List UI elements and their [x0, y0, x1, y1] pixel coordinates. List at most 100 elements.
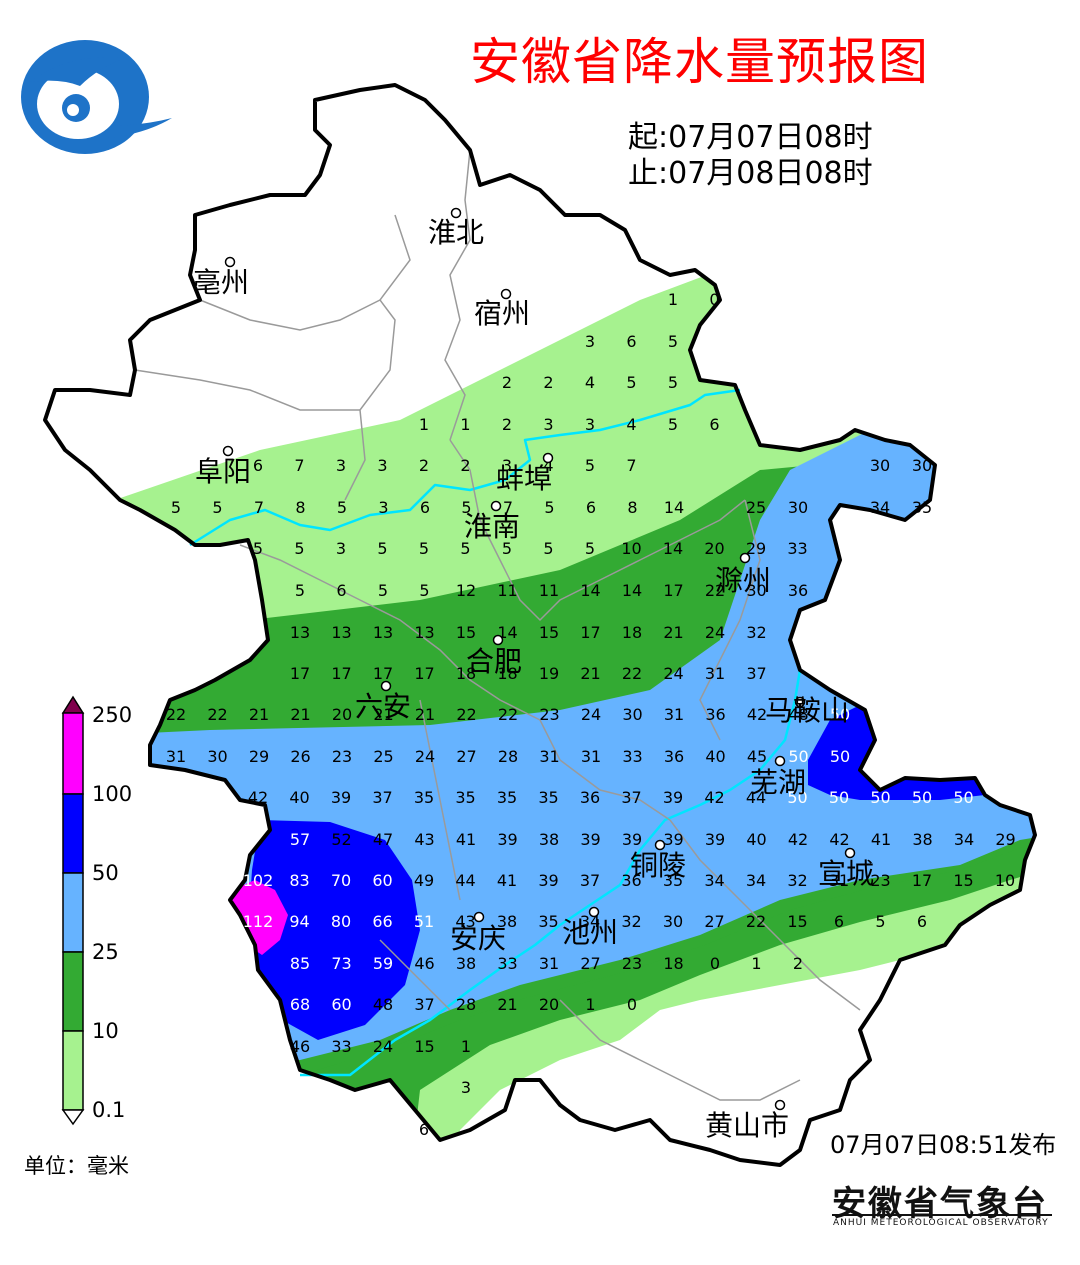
forecast-value: 6: [336, 581, 346, 600]
forecast-value: 43: [414, 830, 434, 849]
forecast-value: 3: [502, 456, 512, 475]
city-boundary-north-3: [199, 299, 381, 331]
forecast-value: 5: [668, 415, 678, 434]
forecast-value: 73: [331, 954, 351, 973]
forecast-value: 30: [663, 912, 683, 931]
forecast-value: 0: [709, 290, 719, 309]
forecast-value: 1: [751, 954, 761, 973]
forecast-value: 11: [539, 581, 559, 600]
forecast-value: 39: [497, 830, 517, 849]
forecast-value: 30: [870, 456, 890, 475]
forecast-value: 2: [793, 954, 803, 973]
forecast-value: 29: [995, 830, 1015, 849]
forecast-value: 45: [747, 747, 767, 766]
city-boundary-south-1: [419, 699, 461, 901]
forecast-value: 0: [627, 995, 637, 1014]
forecast-value: 31: [829, 871, 849, 890]
forecast-value: 35: [414, 788, 434, 807]
forecast-value: 35: [455, 788, 475, 807]
legend-label-10: 10: [92, 1019, 119, 1043]
forecast-value: 1: [668, 290, 678, 309]
forecast-value: 57: [290, 830, 310, 849]
city-dot: [654, 839, 666, 851]
rivers: [189, 388, 802, 1077]
forecast-value: 43: [455, 912, 475, 931]
forecast-value: 22: [207, 705, 227, 724]
publisher-name: 安徽省气象台: [832, 1184, 1048, 1224]
forecast-value: 13: [414, 623, 434, 642]
forecast-value: 5: [544, 498, 554, 517]
forecast-value: 36: [580, 788, 600, 807]
forecast-value: 26: [290, 747, 310, 766]
city-label: 亳州: [193, 266, 249, 299]
forecast-value: 2: [543, 373, 553, 392]
city-boundaries: [134, 149, 861, 1101]
city-boundary-east-1: [699, 499, 761, 741]
city-label: 阜阳: [195, 455, 251, 488]
forecast-value: 28: [456, 995, 476, 1014]
forecast-value: 25: [746, 498, 766, 517]
forecast-value: 32: [621, 912, 641, 931]
issue-time: 07月07日08:51发布: [830, 1131, 1057, 1159]
city-label: 淮北: [428, 216, 484, 249]
forecast-value: 5: [502, 539, 512, 558]
forecast-value: 29: [746, 539, 766, 558]
forecast-value: 36: [621, 871, 641, 890]
forecast-value: 24: [373, 1037, 393, 1056]
forecast-value: 60: [331, 995, 351, 1014]
forecast-value: 15: [539, 623, 559, 642]
forecast-value: 20: [539, 995, 559, 1014]
forecast-value: 15: [456, 623, 476, 642]
forecast-value: 39: [705, 830, 725, 849]
city-dot: [490, 500, 502, 512]
forecast-value: 34: [954, 830, 974, 849]
forecast-value: 27: [580, 954, 600, 973]
forecast-value: 5: [460, 539, 470, 558]
forecast-value: 5: [337, 498, 347, 517]
forecast-value: 5: [543, 539, 553, 558]
forecast-value: 38: [539, 830, 559, 849]
forecast-value: 51: [414, 912, 434, 931]
forecast-value: 2: [502, 415, 512, 434]
forecast-value: 3: [336, 539, 346, 558]
forecast-value: 4: [585, 373, 595, 392]
forecast-value: 5: [461, 498, 471, 517]
city-boundary-central-3: [539, 719, 671, 821]
legend-label-0-1: 0.1: [92, 1098, 126, 1122]
forecast-value: 37: [372, 788, 392, 807]
forecast-value: 3: [377, 456, 387, 475]
forecast-value: 1: [419, 415, 429, 434]
forecast-value: 30: [622, 705, 642, 724]
forecast-value: 37: [414, 995, 434, 1014]
forecast-value: 22: [166, 705, 186, 724]
forecast-value: 44: [455, 871, 475, 890]
forecast-value: 59: [373, 954, 393, 973]
forecast-value: 3: [585, 415, 595, 434]
forecast-value: 21: [497, 995, 517, 1014]
forecast-value: 2: [460, 456, 470, 475]
forecast-value: 18: [456, 664, 476, 683]
forecast-value: 40: [289, 788, 309, 807]
forecast-value: 10: [621, 539, 641, 558]
forecast-value: 24: [705, 623, 725, 642]
forecast-value: 42: [829, 830, 849, 849]
forecast-value: 33: [331, 1037, 351, 1056]
forecast-value: 23: [539, 705, 559, 724]
publisher-english-name: ANHUI METEOROLOGICAL OBSERVATORY: [833, 1218, 1049, 1228]
forecast-value: 3: [336, 456, 346, 475]
forecast-value: 60: [372, 871, 392, 890]
forecast-value: 25: [373, 747, 393, 766]
forecast-value: 39: [538, 871, 558, 890]
legend-swatch-50: [62, 872, 84, 953]
forecast-value: 18: [663, 954, 683, 973]
forecast-value: 1: [461, 1037, 471, 1056]
forecast-value: 6: [586, 498, 596, 517]
forecast-value: 5: [171, 498, 181, 517]
forecast-value: 6: [709, 415, 719, 434]
legend-label-50: 50: [92, 861, 119, 885]
forecast-value: 15: [953, 871, 973, 890]
legend-label-25: 25: [92, 940, 119, 964]
forecast-value: 21: [290, 705, 310, 724]
